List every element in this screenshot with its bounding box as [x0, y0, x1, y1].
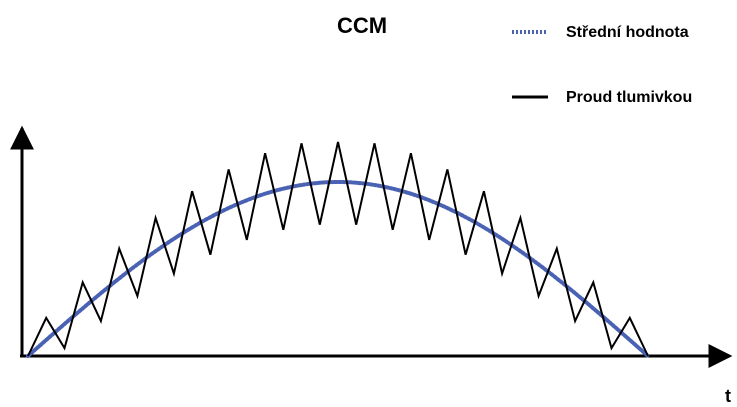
x-axis-label: t: [725, 386, 731, 406]
mean-value-curve: [26, 180, 650, 358]
legend-label-mean: Střední hodnota: [566, 24, 689, 41]
chart-title: CCM: [337, 13, 387, 38]
inductor-current-curve: [27, 141, 649, 357]
legend: Střední hodnota Proud tlumivkou: [512, 24, 692, 106]
legend-label-current: Proud tlumivkou: [566, 89, 692, 106]
